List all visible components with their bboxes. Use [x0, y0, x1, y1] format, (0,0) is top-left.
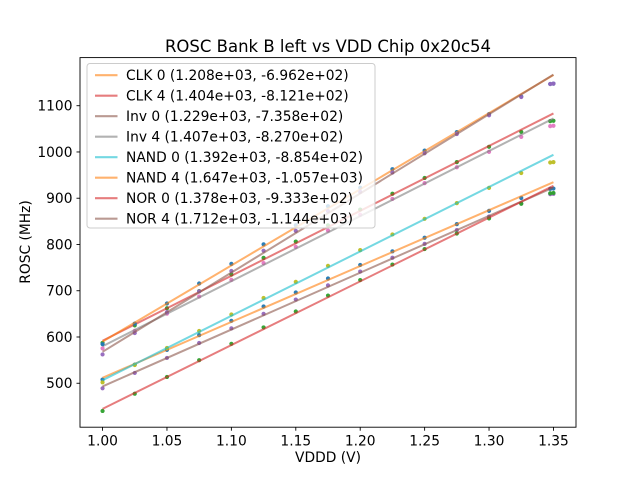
x-tick-label: 1.20: [345, 434, 376, 450]
data-point-inv-4: [100, 346, 105, 351]
legend-label-clk-4: CLK 4 (1.404e+03, -8.121e+02): [126, 89, 349, 105]
chart-title: ROSC Bank B left vs VDD Chip 0x20c54: [164, 37, 492, 56]
data-point-nor-0: [548, 191, 553, 196]
data-point-nor-4: [548, 81, 553, 87]
legend-box: [86, 63, 376, 229]
x-tick-label: 1.15: [280, 434, 311, 450]
fit-line-inv-0: [102, 186, 554, 388]
legend-label-nor-4: NOR 4 (1.712e+03, -1.144e+03): [126, 212, 353, 228]
y-tick-label: 900: [46, 191, 72, 207]
data-point-inv-0: [100, 386, 105, 391]
x-tick-label: 1.05: [152, 434, 183, 450]
data-point-inv-4: [548, 124, 553, 129]
data-point-nand-0: [551, 160, 556, 165]
legend-label-inv-4: Inv 4 (1.407e+03, -8.270e+02): [126, 130, 343, 146]
data-point-nor-0: [551, 190, 556, 196]
fit-line-inv-4: [102, 117, 554, 348]
y-tick-label: 600: [46, 330, 72, 346]
legend-label-nand-0: NAND 0 (1.392e+03, -8.854e+02): [126, 150, 363, 166]
data-point-nor-4: [100, 352, 105, 357]
series-inv-4: [100, 117, 556, 351]
data-point-nor-0: [100, 408, 105, 414]
data-point-nand-0: [548, 160, 553, 165]
data-point-nand-4: [100, 342, 105, 347]
legend-label-inv-0: Inv 0 (1.229e+03, -7.358e+02): [126, 109, 343, 125]
series-nand-0: [100, 153, 556, 385]
x-tick-label: 1.30: [474, 434, 505, 450]
legend: CLK 0 (1.208e+03, -6.962e+02) CLK 4 (1.40…: [86, 63, 376, 229]
y-axis-ticks: 500 600 700 800 900 1000 1100: [37, 99, 80, 392]
legend-label-nand-4: NAND 4 (1.647e+03, -1.057e+03): [126, 171, 363, 187]
data-point-inv-4: [551, 123, 556, 128]
plot-frame: [79, 57, 577, 428]
legend-label-nor-0: NOR 0 (1.378e+03, -9.333e+02): [126, 191, 353, 207]
x-tick-label: 1.35: [538, 434, 569, 450]
fit-line-nor-0: [102, 184, 554, 410]
x-tick-label: 1.25: [409, 434, 440, 450]
data-point-nor-4: [551, 81, 556, 86]
legend-label-clk-0: CLK 0 (1.208e+03, -6.962e+02): [126, 68, 349, 84]
y-tick-label: 500: [46, 376, 72, 392]
x-axis-label: VDDD (V): [295, 450, 361, 466]
series-nor-0: [100, 184, 556, 414]
y-axis-label: ROSC (MHz): [18, 200, 34, 284]
y-tick-label: 800: [46, 237, 72, 253]
y-tick-label: 1000: [37, 145, 72, 161]
y-tick-label: 1100: [37, 99, 72, 115]
x-tick-label: 1.10: [216, 434, 247, 450]
fit-line-clk-0: [102, 181, 554, 379]
x-axis-ticks: 1.00 1.05 1.10 1.15 1.20 1.25 1.30 1.35: [87, 427, 569, 450]
x-tick-label: 1.00: [87, 434, 118, 450]
y-tick-label: 700: [46, 284, 72, 300]
fit-line-nand-0: [102, 153, 554, 382]
data-point-nand-0: [100, 380, 105, 385]
